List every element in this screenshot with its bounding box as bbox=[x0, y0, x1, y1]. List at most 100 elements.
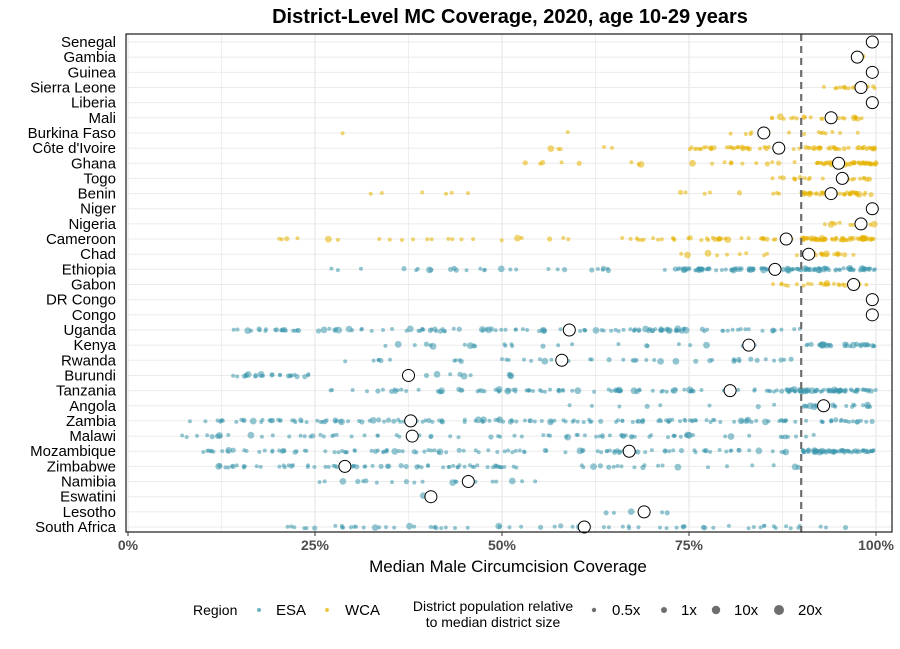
district-point bbox=[809, 282, 814, 287]
district-point bbox=[642, 463, 647, 468]
district-point bbox=[426, 463, 431, 468]
district-point bbox=[859, 418, 863, 423]
district-point bbox=[519, 434, 524, 439]
district-point bbox=[636, 327, 642, 333]
district-point bbox=[522, 160, 528, 166]
district-point bbox=[451, 463, 456, 468]
district-point bbox=[375, 388, 381, 394]
district-point bbox=[490, 479, 495, 484]
district-point bbox=[493, 463, 498, 468]
district-point bbox=[334, 432, 339, 437]
district-point bbox=[705, 267, 710, 271]
district-point bbox=[383, 343, 388, 348]
district-point bbox=[219, 418, 224, 423]
district-point bbox=[419, 465, 424, 470]
district-point bbox=[558, 327, 563, 332]
district-point bbox=[758, 146, 762, 151]
district-point bbox=[570, 388, 575, 393]
district-point bbox=[429, 448, 434, 453]
district-point bbox=[244, 449, 249, 453]
district-point bbox=[378, 463, 384, 469]
district-point bbox=[312, 465, 317, 469]
district-point bbox=[428, 525, 433, 529]
district-point bbox=[339, 523, 344, 528]
district-point bbox=[725, 464, 729, 469]
plot-border bbox=[125, 33, 893, 533]
district-point bbox=[726, 523, 731, 528]
district-point bbox=[819, 131, 824, 136]
district-point bbox=[778, 175, 783, 180]
district-point bbox=[279, 328, 284, 333]
district-point bbox=[404, 328, 409, 333]
district-point bbox=[600, 267, 605, 272]
district-point bbox=[480, 328, 485, 333]
district-point bbox=[658, 403, 663, 408]
district-point bbox=[660, 463, 665, 468]
district-point bbox=[450, 237, 455, 242]
country-label: Mozambique bbox=[30, 443, 116, 460]
district-point bbox=[333, 464, 338, 468]
district-point bbox=[552, 524, 557, 529]
district-point bbox=[699, 388, 704, 392]
district-point bbox=[737, 359, 742, 364]
district-point bbox=[519, 524, 524, 529]
district-point bbox=[644, 358, 649, 362]
district-point bbox=[859, 342, 864, 347]
country-label: Cameroon bbox=[46, 231, 116, 248]
district-point bbox=[412, 524, 417, 529]
district-point bbox=[493, 328, 498, 333]
district-point bbox=[597, 463, 604, 469]
district-point bbox=[733, 358, 737, 363]
district-point bbox=[253, 374, 258, 379]
median-marker bbox=[865, 308, 879, 322]
district-point bbox=[644, 403, 650, 409]
district-point bbox=[869, 418, 875, 424]
district-point bbox=[786, 283, 790, 288]
district-point bbox=[312, 525, 318, 531]
district-point bbox=[851, 223, 856, 227]
district-point bbox=[656, 463, 661, 468]
district-point bbox=[845, 266, 850, 271]
district-point bbox=[203, 419, 208, 424]
district-point bbox=[703, 341, 710, 349]
district-point bbox=[784, 524, 789, 529]
district-point bbox=[453, 267, 459, 273]
district-point bbox=[403, 479, 409, 485]
district-point bbox=[201, 450, 206, 454]
median-marker bbox=[338, 459, 352, 473]
district-point bbox=[771, 282, 775, 287]
district-point bbox=[791, 463, 799, 471]
district-point bbox=[843, 86, 848, 91]
district-point bbox=[556, 147, 561, 151]
district-point bbox=[231, 327, 236, 332]
district-point bbox=[277, 236, 282, 241]
district-point bbox=[441, 465, 446, 470]
district-point bbox=[830, 236, 834, 241]
district-point bbox=[607, 433, 612, 438]
district-point bbox=[746, 327, 751, 332]
district-point bbox=[796, 525, 801, 530]
district-point bbox=[354, 464, 360, 470]
district-point bbox=[372, 448, 379, 454]
district-point bbox=[560, 387, 565, 392]
country-label: Burkina Faso bbox=[28, 125, 116, 142]
district-point bbox=[427, 327, 433, 333]
district-point bbox=[770, 176, 775, 181]
country-label: Benin bbox=[78, 186, 116, 203]
district-point bbox=[244, 327, 252, 334]
district-point bbox=[636, 525, 641, 530]
district-point bbox=[323, 449, 328, 454]
district-point bbox=[561, 236, 566, 240]
district-point bbox=[802, 176, 807, 181]
district-point bbox=[852, 176, 857, 181]
district-point bbox=[527, 418, 534, 424]
country-label: Zimbabwe bbox=[47, 458, 116, 475]
district-point bbox=[589, 403, 594, 408]
district-point bbox=[748, 356, 754, 362]
district-point bbox=[456, 435, 461, 440]
median-marker bbox=[779, 232, 793, 246]
district-point bbox=[649, 433, 654, 438]
district-point bbox=[833, 417, 839, 423]
district-point bbox=[746, 146, 751, 151]
district-point bbox=[666, 435, 670, 440]
